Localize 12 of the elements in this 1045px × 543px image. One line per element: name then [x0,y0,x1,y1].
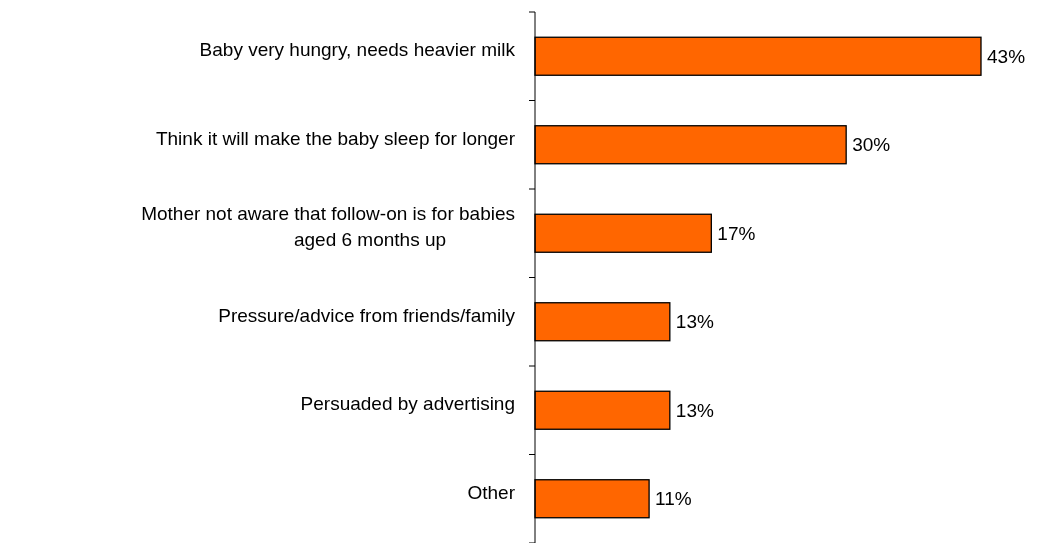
y-tick-label: Persuaded by advertising [300,393,515,415]
y-tick-label: Mother not aware that follow-on is for babies aged 6 months up [141,203,515,251]
data-label: 11% [655,488,692,510]
y-tick-label: Pressure/advice from friends/family [218,304,516,326]
data-label: 43% [987,45,1026,67]
y-tick-label: Other [467,481,516,503]
y-tick-label: Baby very hungry, needs heavier milk [199,39,516,61]
data-label: 17% [717,222,756,244]
data-label: 13% [675,399,714,421]
data-label: 13% [675,311,714,333]
data-label: 30% [852,134,891,156]
y-tick-label: Think it will make the baby sleep for longer [155,127,516,149]
